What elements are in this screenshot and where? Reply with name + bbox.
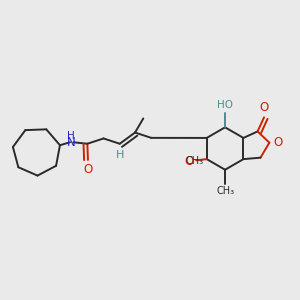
Text: H: H (67, 130, 75, 140)
Text: HO: HO (217, 100, 233, 110)
Text: CH₃: CH₃ (185, 157, 204, 166)
Text: O: O (273, 136, 282, 148)
Text: N: N (67, 136, 76, 149)
Text: O: O (260, 101, 269, 114)
Text: H: H (116, 150, 124, 160)
Text: O: O (184, 155, 194, 168)
Text: O: O (83, 163, 93, 176)
Text: CH₃: CH₃ (216, 186, 234, 196)
